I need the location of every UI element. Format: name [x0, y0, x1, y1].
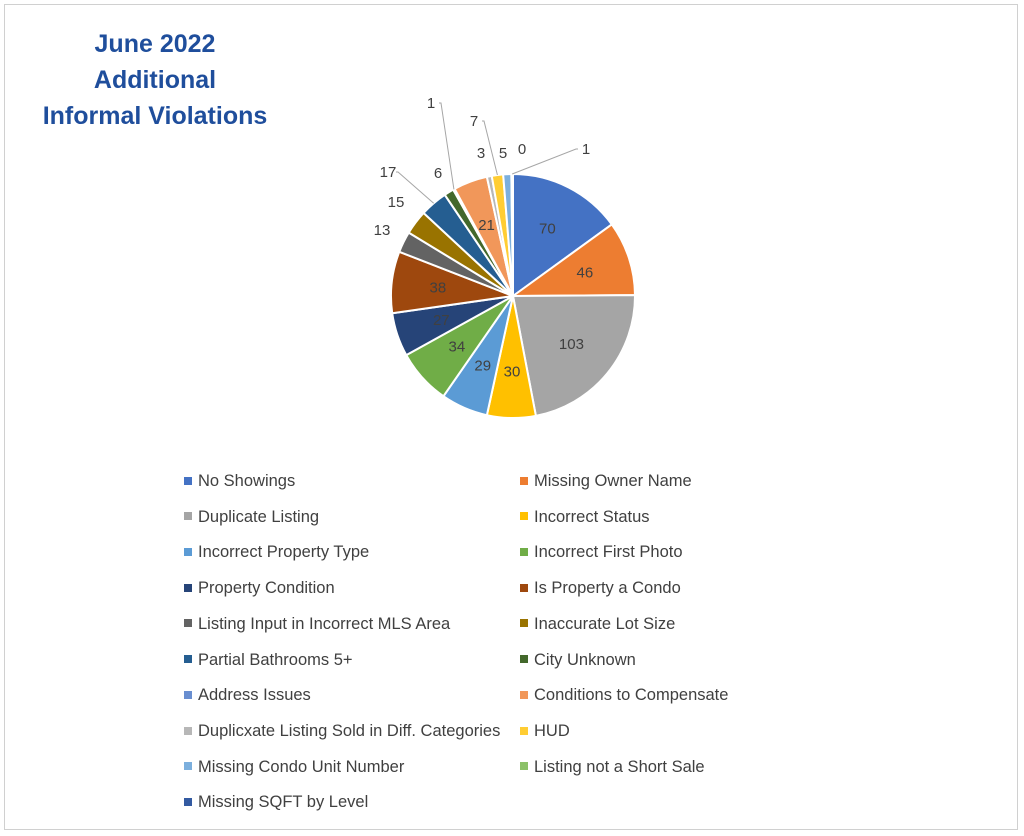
legend-label: Listing not a Short Sale	[534, 757, 705, 776]
chart-title-line-3: Informal Violations	[42, 102, 268, 130]
legend-label: Inaccurate Lot Size	[534, 614, 676, 633]
legend-swatch	[184, 797, 192, 806]
legend-label: Duplicate Listing	[198, 507, 320, 526]
legend-swatch	[520, 726, 528, 735]
data-label-listing-input-in-incorrect-mls-area: 13	[374, 222, 391, 239]
legend-item-is-property-a-condo: Is Property a Condo	[520, 575, 681, 601]
pie-slice-duplicate-listing	[511, 294, 636, 418]
data-label-conditions-to-compensate: 21	[478, 217, 495, 234]
legend-label: Partial Bathrooms 5+	[198, 650, 353, 669]
legend-label: Incorrect Status	[534, 507, 650, 526]
legend-item-incorrect-status: Incorrect Status	[520, 504, 650, 530]
data-label-listing-not-a-short-sale: 0	[518, 141, 526, 158]
data-label-duplicxate-listing-sold-in-diff-categories: 3	[477, 145, 485, 162]
legend-swatch	[520, 655, 528, 664]
legend-swatch	[184, 512, 192, 521]
legend-item-conditions-to-compensate: Conditions to Compensate	[520, 682, 728, 708]
data-label-missing-condo-unit-number: 5	[499, 145, 507, 162]
legend-swatch	[520, 690, 528, 699]
legend-swatch	[520, 619, 528, 628]
data-label-city-unknown: 6	[434, 165, 442, 182]
legend-swatch	[184, 762, 192, 771]
legend-label: Incorrect Property Type	[198, 543, 370, 562]
leader-line-partial-bathrooms-5	[396, 171, 435, 204]
chart-title-line-2: Additional	[93, 66, 217, 94]
data-label-address-issues: 1	[427, 95, 435, 112]
legend-item-address-issues: Address Issues	[184, 682, 311, 708]
leader-line-missing-sqft-by-level	[511, 148, 578, 175]
legend-swatch	[184, 690, 192, 699]
leader-line-address-issues	[439, 102, 455, 190]
legend-item-missing-condo-unit-number: Missing Condo Unit Number	[184, 754, 404, 780]
legend-label: Missing SQFT by Level	[198, 793, 369, 812]
legend-label: No Showings	[198, 472, 296, 490]
pie-chart: 70 46 103 30 29 34 27 38 13 15 17 6 1 21 3 7 5 0 1	[374, 95, 637, 419]
pie-slice-no-showings	[512, 172, 614, 298]
legend-item-incorrect-first-photo: Incorrect First Photo	[520, 539, 683, 565]
legend-item-city-unknown: City Unknown	[520, 647, 636, 673]
legend-item-duplicate-listing: Duplicate Listing	[184, 504, 319, 530]
pie-slice-missing-owner-name	[509, 223, 637, 298]
legend-label: Duplicxate Listing Sold in Diff. Categor…	[198, 721, 501, 740]
data-label-is-property-a-condo: 38	[430, 279, 447, 296]
data-label-property-condition: 27	[433, 312, 450, 329]
chart-frame	[4, 4, 1018, 830]
leader-line-hud	[482, 120, 498, 176]
legend-swatch	[520, 762, 528, 771]
legend-item-listing-input-in-incorrect-mls-area: Listing Input in Incorrect MLS Area	[184, 611, 450, 637]
legend-item-no-showings: No Showings	[184, 468, 295, 494]
legend-label: HUD	[534, 721, 570, 740]
legend-label: Missing Condo Unit Number	[198, 757, 405, 776]
legend-swatch	[184, 583, 192, 592]
data-label-partial-bathrooms-5: 17	[380, 164, 397, 181]
legend-label: Missing Owner Name	[534, 472, 692, 490]
legend-item-missing-owner-name: Missing Owner Name	[520, 468, 692, 494]
data-label-incorrect-status: 30	[504, 364, 521, 381]
legend-swatch	[520, 512, 528, 521]
legend-swatch	[520, 476, 528, 485]
legend-label: Listing Input in Incorrect MLS Area	[198, 614, 451, 633]
data-label-incorrect-property-type: 29	[474, 357, 491, 374]
data-label-incorrect-first-photo: 34	[449, 339, 466, 356]
legend-label: Conditions to Compensate	[534, 686, 729, 705]
legend-item-missing-sqft-by-level: Missing SQFT by Level	[184, 789, 368, 815]
legend-item-duplicxate-listing-sold-in-diff-categories: Duplicxate Listing Sold in Diff. Categor…	[184, 718, 500, 744]
data-label-missing-sqft-by-level: 1	[582, 141, 590, 158]
legend-swatch	[184, 548, 192, 557]
legend-item-incorrect-property-type: Incorrect Property Type	[184, 539, 369, 565]
legend-item-hud: HUD	[520, 718, 570, 744]
legend-swatch	[520, 548, 528, 557]
legend-item-property-condition: Property Condition	[184, 575, 335, 601]
legend-swatch	[184, 726, 192, 735]
legend-label: Is Property a Condo	[534, 579, 681, 598]
legend-label: City Unknown	[534, 650, 636, 669]
data-label-inaccurate-lot-size: 15	[388, 194, 405, 211]
legend-swatch	[184, 619, 192, 628]
data-label-hud: 7	[470, 113, 478, 130]
chart-title-line-1: June 2022	[94, 30, 216, 58]
legend-label: Incorrect First Photo	[534, 543, 683, 562]
chart-title: June 2022 Additional Informal Violations	[20, 26, 290, 134]
data-label-missing-owner-name: 46	[577, 264, 594, 281]
legend-swatch	[520, 583, 528, 592]
legend-item-inaccurate-lot-size: Inaccurate Lot Size	[520, 611, 675, 637]
legend-label: Address Issues	[198, 686, 311, 705]
data-label-duplicate-listing: 103	[559, 336, 584, 353]
legend-swatch	[184, 476, 192, 485]
legend-label: Property Condition	[198, 579, 335, 598]
data-label-no-showings: 70	[539, 221, 556, 238]
legend-swatch	[184, 655, 192, 664]
legend-item-partial-bathrooms-5: Partial Bathrooms 5+	[184, 647, 353, 673]
legend-item-listing-not-a-short-sale: Listing not a Short Sale	[520, 754, 705, 780]
